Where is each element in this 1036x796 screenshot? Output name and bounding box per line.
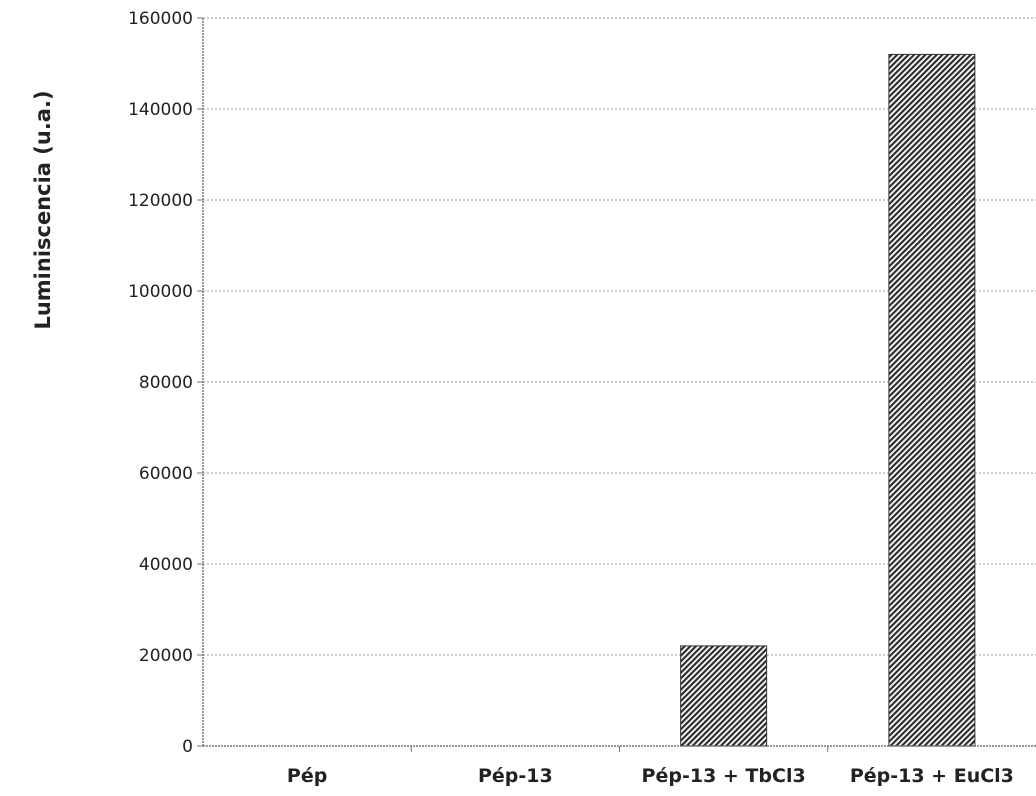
- x-tick-label: Pép-13: [478, 765, 553, 787]
- y-tick-label: 0: [182, 737, 193, 757]
- y-tick-label: 160000: [128, 9, 193, 29]
- y-tick-label: 140000: [128, 100, 193, 120]
- bar-3: [681, 646, 767, 746]
- y-axis-title: Luminiscencia (u.a.): [31, 90, 55, 329]
- y-tick-label: 40000: [139, 555, 193, 575]
- y-tick-label: 120000: [128, 191, 193, 211]
- y-tick-label: 60000: [139, 464, 193, 484]
- y-tick-label: 20000: [139, 646, 193, 666]
- y-tick-label: 100000: [128, 282, 193, 302]
- bar-4: [889, 54, 975, 746]
- bars: [681, 54, 975, 746]
- x-tick-labels: Pép Pép-13 Pép-13 + TbCl3 Pép-13 + EuCl3: [287, 746, 1014, 787]
- x-tick-label: Pép: [287, 765, 327, 787]
- y-tick-label: 80000: [139, 373, 193, 393]
- x-tick-label: Pép-13 + TbCl3: [642, 765, 806, 787]
- y-tick-labels: 0 20000 40000 60000 80000 100000 120000 140000 1…: [128, 9, 203, 757]
- x-tick-label: Pép-13 + EuCl3: [850, 765, 1014, 787]
